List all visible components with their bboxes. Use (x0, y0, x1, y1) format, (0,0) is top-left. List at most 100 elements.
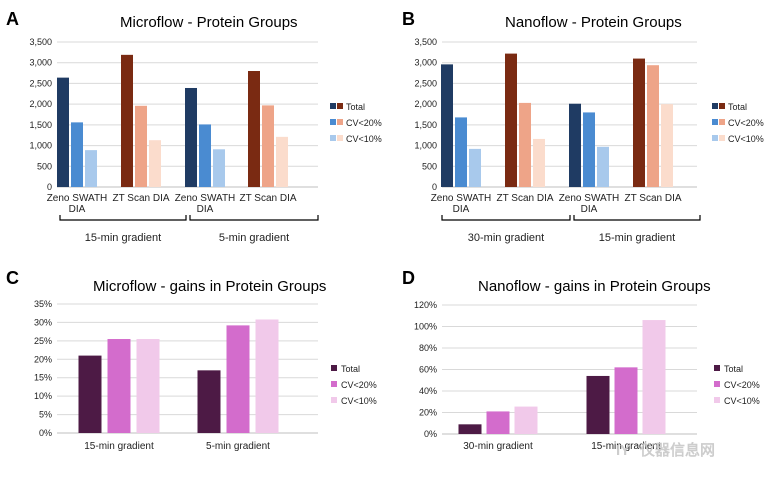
bar (197, 370, 221, 433)
y-tick-label: 2,000 (414, 99, 437, 109)
bar (248, 71, 260, 187)
legend-swatch (330, 135, 336, 141)
legend-swatch (719, 119, 725, 125)
panel-letter: C (6, 268, 19, 288)
bar (226, 325, 250, 433)
chart-title: Nanoflow - gains in Protein Groups (478, 278, 711, 295)
legend-swatch (719, 103, 725, 109)
legend-label: Total (724, 364, 743, 374)
group-label: 15-min gradient (599, 232, 675, 244)
y-tick-label: 500 (422, 161, 437, 171)
legend-label: CV<10% (341, 396, 377, 406)
x-category-label: ZT Scan DIA (496, 193, 553, 204)
legend-swatch (712, 103, 718, 109)
bar (642, 320, 666, 434)
y-tick-label: 0 (432, 182, 437, 192)
x-category-label: DIA (581, 204, 598, 215)
y-tick-label: 2,500 (414, 78, 437, 88)
y-tick-label: 2,000 (29, 99, 52, 109)
y-tick-label: 40% (419, 386, 437, 396)
group-bracket (189, 215, 319, 221)
bar (185, 87, 197, 187)
bar (85, 150, 97, 187)
y-tick-label: 1,500 (29, 120, 52, 130)
group-label: 5-min gradient (219, 232, 289, 244)
legend-label: CV<10% (724, 396, 760, 406)
chart-panel-b: B Nanoflow - Protein Groups 0 500 1,000 1,500… (402, 9, 764, 244)
legend-swatch (712, 135, 718, 141)
panel-letter: B (402, 9, 415, 29)
bar (514, 406, 538, 434)
legend-swatch (337, 103, 343, 109)
y-tick-label: 3,500 (29, 37, 52, 47)
legend-label: CV<10% (728, 134, 764, 144)
x-category-label: ZT Scan DIA (112, 193, 169, 204)
bar (519, 102, 531, 187)
legend-label: CV<20% (728, 118, 764, 128)
bar (57, 77, 69, 187)
bar (661, 104, 673, 187)
legend-swatch (337, 135, 343, 141)
y-tick-label: 35% (34, 299, 52, 309)
bar (107, 339, 131, 433)
x-category-label: 15-min gradient (84, 441, 154, 452)
y-tick-label: 60% (419, 365, 437, 375)
x-category-label: Zeno SWATH (431, 193, 492, 204)
legend-swatch (331, 397, 337, 403)
legend-label: Total (728, 102, 747, 112)
x-category-label: ZT Scan DIA (624, 193, 681, 204)
legend-swatch (714, 397, 720, 403)
legend-swatch (331, 365, 337, 371)
y-tick-label: 5% (39, 410, 52, 420)
bar (262, 105, 274, 187)
bar (486, 411, 510, 434)
x-category-label: Zeno SWATH (175, 193, 236, 204)
legend-label: CV<20% (341, 380, 377, 390)
bar (614, 367, 638, 434)
bar (71, 122, 83, 187)
legend-swatch (714, 365, 720, 371)
group-bracket (441, 215, 571, 221)
bar (469, 148, 481, 187)
group-bracket (573, 215, 701, 221)
watermark-logo: IY (616, 442, 630, 459)
y-tick-label: 20% (34, 354, 52, 364)
legend-label: Total (341, 364, 360, 374)
y-tick-label: 1,000 (414, 141, 437, 151)
bar (78, 355, 102, 433)
y-tick-label: 10% (34, 391, 52, 401)
y-tick-label: 15% (34, 373, 52, 383)
bar (276, 136, 288, 187)
x-category-label: ZT Scan DIA (239, 193, 296, 204)
bar (213, 149, 225, 187)
bar (586, 375, 610, 434)
legend-swatch (719, 135, 725, 141)
x-category-label: DIA (197, 204, 214, 215)
y-tick-label: 25% (34, 336, 52, 346)
x-category-label: 15-min gradient (591, 441, 661, 452)
bar (633, 58, 645, 188)
x-category-label: 30-min gradient (463, 441, 533, 452)
bar (569, 103, 581, 187)
bar (455, 117, 467, 187)
y-tick-label: 500 (37, 161, 52, 171)
chart-panel-d: D Nanoflow - gains in Protein Groups 0% 20%… (402, 268, 760, 452)
y-tick-label: 3,000 (414, 58, 437, 68)
bar (458, 424, 482, 434)
bar (441, 64, 453, 187)
y-tick-label: 0% (39, 428, 52, 438)
bar (149, 140, 161, 187)
bar (255, 319, 279, 433)
bar (647, 65, 659, 187)
x-category-label: DIA (453, 204, 470, 215)
legend-swatch (337, 119, 343, 125)
y-tick-label: 3,500 (414, 37, 437, 47)
legend-swatch (331, 381, 337, 387)
legend-label: CV<20% (346, 118, 382, 128)
x-category-label: Zeno SWATH (47, 193, 108, 204)
group-label: 30-min gradient (468, 232, 544, 244)
bar (136, 339, 160, 433)
y-tick-label: 80% (419, 343, 437, 353)
y-tick-label: 2,500 (29, 78, 52, 88)
